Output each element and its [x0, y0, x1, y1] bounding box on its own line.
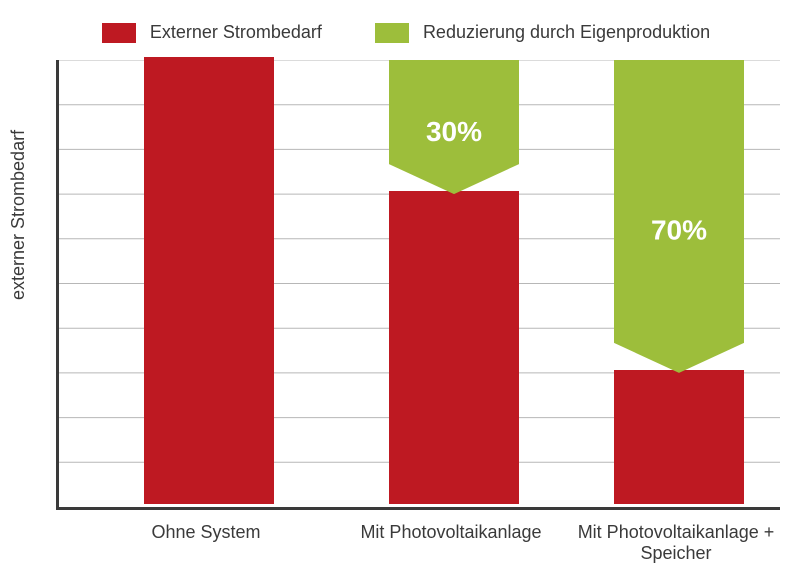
x-label-0: Ohne System	[76, 522, 336, 543]
x-label-1: Mit Photovoltaikanlage	[321, 522, 581, 543]
bar-group-0	[144, 57, 274, 504]
svg-text:70%: 70%	[651, 214, 707, 245]
bar-red-1	[389, 191, 519, 504]
legend-label-green: Reduzierung durch Eigenproduktion	[423, 22, 710, 43]
legend-item-green: Reduzierung durch Eigenproduktion	[375, 22, 710, 43]
legend-label-red: Externer Strombedarf	[150, 22, 322, 43]
reduction-arrow-2: 70%	[614, 60, 744, 373]
chart-container: Externer Strombedarf Reduzierung durch E…	[0, 0, 812, 573]
x-label-2: Mit Photovoltaikanlage + Speicher	[546, 522, 806, 564]
y-axis-label: externer Strombedarf	[8, 130, 29, 300]
legend-swatch-red	[102, 23, 136, 43]
svg-text:30%: 30%	[426, 116, 482, 147]
bar-group-2	[614, 370, 744, 504]
plot-area: 30% 70%	[56, 60, 780, 510]
reduction-arrow-1: 30%	[389, 60, 519, 194]
legend-swatch-green	[375, 23, 409, 43]
legend: Externer Strombedarf Reduzierung durch E…	[0, 22, 812, 48]
bar-red-2	[614, 370, 744, 504]
bar-group-1	[389, 191, 519, 504]
legend-item-red: Externer Strombedarf	[102, 22, 322, 43]
bar-red-0	[144, 57, 274, 504]
